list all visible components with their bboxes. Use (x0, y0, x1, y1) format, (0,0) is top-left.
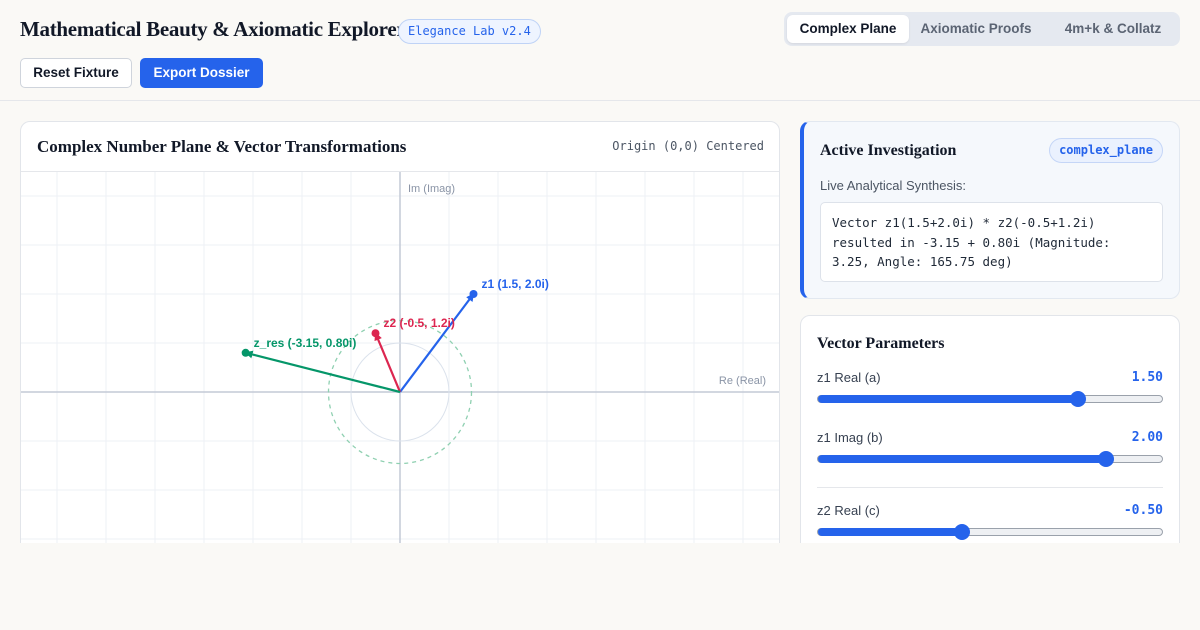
version-badge: Elegance Lab v2.4 (398, 19, 541, 44)
complex-plane-canvas[interactable]: Im (Imag) Re (Real) z1 (1.5, 2.0i) z2 (-… (21, 172, 779, 561)
z1-imag-slider[interactable] (817, 451, 1163, 467)
plane-card-header: Complex Number Plane & Vector Transforma… (21, 122, 779, 172)
param-divider (817, 487, 1163, 488)
vector-z2-label: z2 (-0.5, 1.2i) (384, 316, 455, 330)
slider-fill (818, 528, 963, 536)
origin-label: Origin (0,0) Centered (612, 139, 764, 153)
param-label: z1 Real (a) (817, 370, 881, 385)
vector-z2-handle[interactable] (371, 329, 380, 338)
tab-bar: Complex Plane Axiomatic Proofs 4m+k & Co… (784, 12, 1180, 46)
z1-real-slider[interactable] (817, 391, 1163, 407)
reset-fixture-button[interactable]: Reset Fixture (20, 58, 132, 88)
param-z2-real: z2 Real (c) -0.50 (817, 503, 1163, 543)
synthesis-output: Vector z1(1.5+2.0i) * z2(-0.5+1.2i) resu… (820, 202, 1163, 282)
parameters-title: Vector Parameters (817, 335, 945, 352)
vector-z1-handle[interactable] (469, 290, 478, 298)
vector-parameters-panel: Vector Parameters z1 Real (a) 1.50 z1 Im… (800, 315, 1180, 575)
magnitude-circle (327, 319, 473, 465)
vector-z-res-label: z_res (-3.15, 0.80i) (254, 336, 357, 350)
synthesis-label: Live Analytical Synthesis: (820, 178, 966, 193)
complex-plane-card: Complex Number Plane & Vector Transforma… (20, 121, 780, 561)
tab-axiomatic-proofs[interactable]: Axiomatic Proofs (920, 21, 1032, 36)
param-value: 2.00 (1131, 430, 1163, 445)
tab-collatz[interactable]: 4m+k & Collatz (1064, 21, 1162, 36)
slider-fill (818, 395, 1078, 403)
imaginary-axis-label: Im (Imag) (408, 183, 455, 195)
vector-z-res-point (241, 348, 250, 357)
tab-complex-plane[interactable]: Complex Plane (787, 15, 909, 43)
slider-thumb[interactable] (1098, 451, 1115, 467)
app-title: Mathematical Beauty & Axiomatic Explorer (20, 17, 406, 41)
vector-z1-label: z1 (1.5, 2.0i) (482, 277, 549, 291)
z2-real-slider[interactable] (817, 524, 1163, 540)
export-dossier-button[interactable]: Export Dossier (140, 58, 263, 88)
unit-circle (350, 342, 450, 442)
param-value: -0.50 (1123, 503, 1163, 518)
investigation-title: Active Investigation (820, 142, 957, 159)
active-investigation-panel: Active Investigation complex_plane Live … (800, 121, 1180, 299)
slider-thumb[interactable] (954, 524, 971, 540)
vector-z2 (374, 332, 402, 393)
plane-title: Complex Number Plane & Vector Transforma… (37, 137, 407, 156)
param-label: z1 Imag (b) (817, 430, 883, 445)
param-z1-real: z1 Real (a) 1.50 (817, 370, 1163, 410)
param-value: 1.50 (1131, 370, 1163, 385)
app-header: Mathematical Beauty & Axiomatic Explorer… (0, 0, 1200, 101)
vector-z-res (244, 350, 401, 394)
param-z1-imag: z1 Imag (b) 2.00 (817, 430, 1163, 470)
real-axis-label: Re (Real) (719, 375, 766, 387)
vector-z1 (399, 293, 475, 393)
param-label: z2 Real (c) (817, 503, 880, 518)
slider-fill (818, 455, 1107, 463)
investigation-badge: complex_plane (1049, 138, 1163, 163)
page-background (0, 543, 1200, 630)
slider-thumb[interactable] (1069, 391, 1086, 407)
